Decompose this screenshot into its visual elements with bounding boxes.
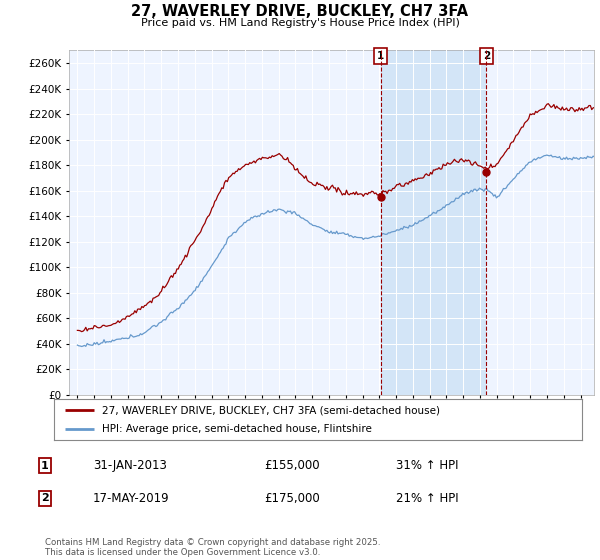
Text: 27, WAVERLEY DRIVE, BUCKLEY, CH7 3FA (semi-detached house): 27, WAVERLEY DRIVE, BUCKLEY, CH7 3FA (se… — [101, 405, 440, 415]
Bar — [380, 50, 487, 395]
Text: Contains HM Land Registry data © Crown copyright and database right 2025.
This d: Contains HM Land Registry data © Crown c… — [45, 538, 380, 557]
Text: 1: 1 — [41, 461, 49, 471]
Text: HPI: Average price, semi-detached house, Flintshire: HPI: Average price, semi-detached house,… — [101, 424, 371, 433]
Text: 31% ↑ HPI: 31% ↑ HPI — [396, 459, 458, 473]
Text: 2: 2 — [41, 493, 49, 503]
Text: £155,000: £155,000 — [264, 459, 320, 473]
Text: 1: 1 — [377, 51, 384, 61]
Text: 21% ↑ HPI: 21% ↑ HPI — [396, 492, 458, 505]
Text: Price paid vs. HM Land Registry's House Price Index (HPI): Price paid vs. HM Land Registry's House … — [140, 18, 460, 28]
Text: 27, WAVERLEY DRIVE, BUCKLEY, CH7 3FA: 27, WAVERLEY DRIVE, BUCKLEY, CH7 3FA — [131, 4, 469, 19]
Text: 2: 2 — [482, 51, 490, 61]
Text: 31-JAN-2013: 31-JAN-2013 — [93, 459, 167, 473]
Text: 17-MAY-2019: 17-MAY-2019 — [93, 492, 170, 505]
Text: £175,000: £175,000 — [264, 492, 320, 505]
